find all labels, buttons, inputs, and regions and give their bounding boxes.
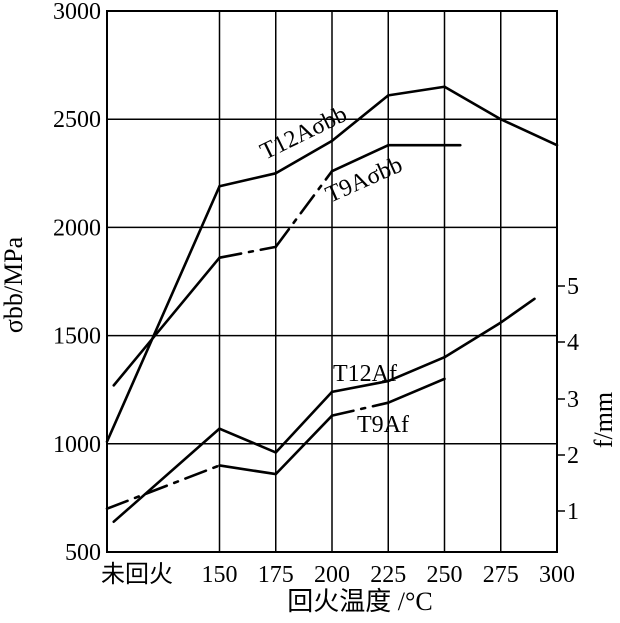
series-segment (330, 143, 390, 173)
series-label-t9a-f: T9Af (357, 412, 409, 438)
series-segment (274, 139, 334, 175)
series-segment (218, 464, 278, 476)
y-axis-title-left: σbb/MPa (0, 236, 28, 333)
series-segment (443, 85, 503, 121)
y-tick-label-right: 1 (567, 499, 579, 525)
x-axis-title: 回火温度 /°C (287, 587, 432, 616)
series-segment (218, 427, 278, 454)
x-tick-label: 225 (370, 562, 406, 588)
x-tick-label: 150 (202, 562, 238, 588)
y-tick-label-left: 1000 (53, 432, 101, 458)
x-tick-label: 200 (314, 562, 350, 588)
y-tick-label-right: 2 (567, 443, 579, 469)
series-segment (443, 321, 503, 359)
x-tick-label: 250 (427, 562, 463, 588)
x-tick-label: 未回火 (101, 561, 173, 588)
series-segment (386, 355, 446, 383)
series-t12a-f (112, 297, 536, 524)
series-lines (105, 85, 559, 524)
series-segment (218, 172, 278, 188)
series-label-t9a-sigma: T9Aσbb (322, 152, 407, 209)
y-tick-label-left: 2000 (53, 215, 101, 241)
y-tick-label-left: 3000 (53, 0, 101, 25)
series-segment (330, 379, 390, 394)
series-label-t12a-f: T12Af (333, 361, 397, 387)
series-segment (218, 245, 278, 259)
y-tick-label-right: 5 (567, 274, 579, 300)
x-tick-label: 300 (539, 562, 575, 588)
series-segment (330, 401, 390, 417)
series-segment (105, 464, 221, 511)
y-tick-label-left: 500 (65, 540, 101, 566)
series-segment (274, 169, 334, 249)
y-tick-label-left: 1500 (53, 324, 101, 350)
series-segment (274, 390, 334, 454)
series-t12a-bb (105, 85, 559, 443)
series-segment (499, 297, 536, 324)
series-segment (499, 117, 559, 147)
series-t9a-bb (112, 143, 462, 387)
series-segment (274, 414, 334, 476)
series-segment (112, 256, 221, 387)
x-tick-label: 275 (483, 562, 519, 588)
y-tick-label-right: 4 (567, 330, 579, 356)
y-tick-label-left: 2500 (53, 107, 101, 133)
y-tick-label-right: 3 (567, 387, 579, 413)
x-tick-label: 175 (258, 562, 294, 588)
series-segment (330, 94, 390, 143)
series-t9a-f (105, 377, 446, 511)
grid-lines (106, 10, 565, 553)
series-segment (112, 427, 221, 524)
series-segment (105, 184, 221, 443)
series-segment (386, 85, 446, 97)
series-segment (386, 377, 446, 404)
y-axis-title-right: f/mm (589, 392, 618, 448)
